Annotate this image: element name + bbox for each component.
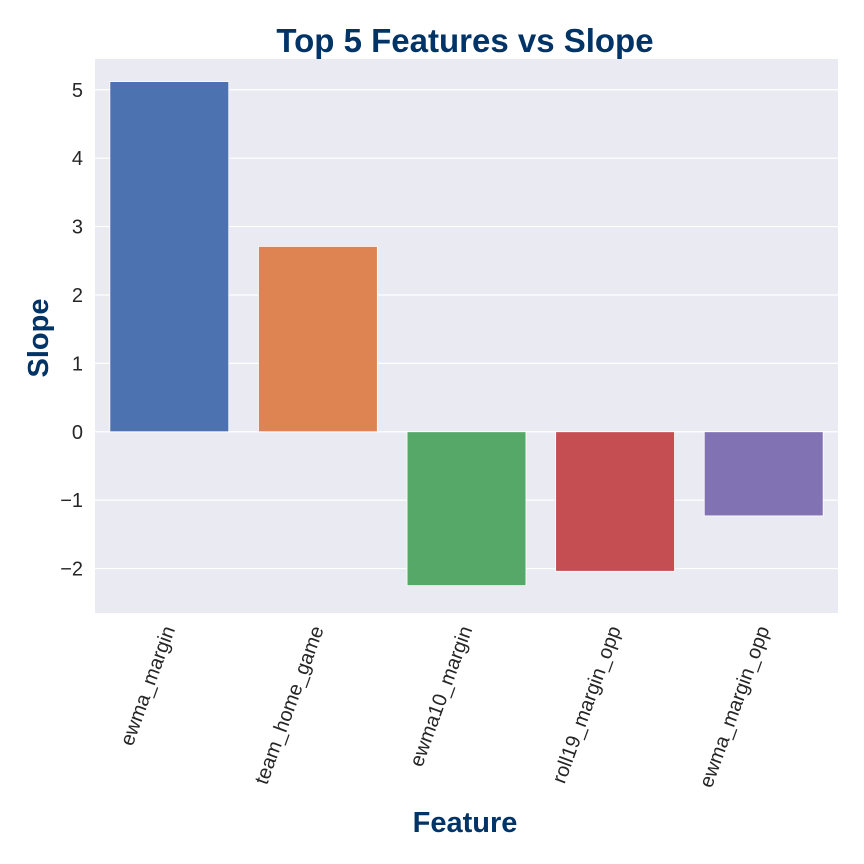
y-tick-labels: 5 4 3 2 1 0 −1 −2 — [60, 80, 83, 581]
y-tick-label: 3 — [72, 217, 83, 239]
x-tick-label: team_home_game — [251, 623, 329, 787]
y-tick-label: 2 — [72, 285, 83, 307]
y-tick-label: 5 — [72, 80, 83, 102]
bars — [109, 81, 824, 587]
bar-roll19_margin_opp — [555, 431, 675, 572]
y-tick-label: −2 — [60, 559, 83, 581]
y-tick-label: 1 — [72, 353, 83, 375]
y-axis-title: Slope — [23, 299, 55, 378]
x-tick-labels: ewma_margin team_home_game ewma10_margin ro… — [116, 623, 774, 790]
bar-team_home_game — [258, 246, 378, 433]
x-axis-title: Feature — [413, 807, 518, 839]
y-tick-label: 0 — [72, 422, 83, 444]
bar-ewma_margin — [109, 81, 230, 433]
chart-title: Top 5 Features vs Slope — [276, 22, 653, 59]
x-tick-label: ewma_margin — [116, 623, 180, 749]
bar-ewma10_margin — [406, 431, 527, 587]
y-tick-label: −1 — [60, 490, 83, 512]
x-tick-label: roll19_margin_opp — [548, 623, 625, 786]
y-tick-label: 4 — [72, 148, 83, 170]
bar-ewma_margin_opp — [703, 431, 824, 517]
x-tick-label: ewma10_margin — [406, 623, 477, 769]
x-tick-label: ewma_margin_opp — [696, 623, 775, 790]
